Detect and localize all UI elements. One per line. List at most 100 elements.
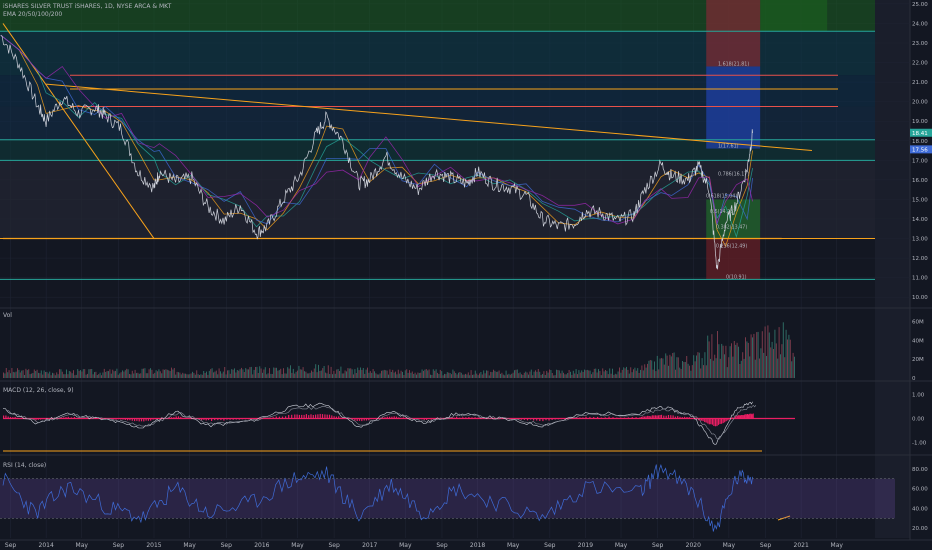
macd-histogram-bar (670, 415, 672, 419)
volume-bar (154, 372, 156, 378)
volume-bar (662, 358, 664, 378)
volume-bar (31, 373, 32, 378)
volume-bar (551, 373, 553, 378)
volume-bar (180, 374, 182, 378)
macd-histogram-bar (73, 417, 76, 419)
volume-bar (549, 369, 550, 378)
volume-bar (213, 372, 214, 378)
volume-bar (367, 367, 368, 378)
volume-bar (620, 372, 622, 378)
volume-bar (14, 372, 16, 378)
macd-histogram-bar (333, 416, 335, 419)
volume-bar (179, 372, 181, 378)
volume-bar (386, 370, 388, 378)
volume-bar (424, 369, 426, 378)
y-tick-label: 19.00 (912, 119, 928, 125)
volume-bar (766, 356, 767, 378)
volume-bar (281, 374, 283, 378)
volume-tick-label: 40M (912, 338, 924, 344)
volume-bar (708, 341, 710, 378)
volume-bar (260, 368, 262, 378)
macd-histogram-bar (361, 418, 363, 422)
macd-histogram-bar (536, 418, 538, 421)
volume-bar (280, 368, 282, 378)
volume-bar (221, 373, 223, 378)
macd-tick-label: -1.00 (912, 440, 927, 446)
volume-bar (75, 374, 77, 378)
volume-bar (535, 370, 536, 378)
macd-histogram-bar (177, 416, 180, 419)
volume-bar (85, 374, 87, 378)
volume-bar (648, 360, 650, 378)
volume-bar (172, 369, 174, 378)
macd-histogram-bar (203, 418, 205, 420)
volume-bar (719, 358, 721, 378)
macd-series (2, 401, 795, 445)
volume-bar (602, 368, 604, 378)
volume-bar (355, 373, 357, 378)
macd-histogram-bar (220, 418, 222, 421)
x-tick-label: 2016 (254, 542, 269, 549)
volume-bar (600, 375, 602, 378)
macd-histogram-bar (597, 416, 599, 419)
macd-histogram-bar (681, 417, 683, 419)
volume-bar (288, 368, 290, 378)
volume-bar (29, 374, 31, 378)
volume-bar (654, 361, 655, 378)
volume-bar (399, 373, 401, 378)
volume-bar (47, 373, 49, 378)
volume-bar (227, 370, 228, 378)
volume-bar (465, 373, 466, 378)
macd-histogram-bar (150, 418, 152, 421)
volume-bar (437, 372, 438, 378)
volume-bar (297, 370, 298, 378)
macd-histogram-bar (548, 418, 550, 421)
volume-bar (637, 368, 639, 378)
volume-bar (655, 371, 657, 378)
volume-bar (106, 371, 108, 378)
y-tick-label: 21.00 (912, 80, 928, 86)
fib-label: 0.382(13.47) (716, 224, 747, 230)
macd-histogram-bar (124, 418, 126, 420)
volume-bar (451, 374, 452, 378)
macd-histogram-bar (589, 416, 591, 419)
volume-bar (250, 366, 252, 378)
volume-bar (46, 371, 48, 378)
macd-histogram-bar (734, 416, 737, 419)
volume-bar (497, 371, 499, 378)
volume-bar (607, 374, 609, 378)
volume-bar (619, 367, 620, 378)
volume-bar (526, 372, 528, 378)
volume-bar (771, 341, 773, 378)
macd-histogram-bar (526, 418, 529, 421)
volume-bar (418, 373, 420, 378)
volume-bar (136, 373, 137, 378)
volume-bar (724, 354, 725, 378)
volume-bars (3, 322, 795, 378)
macd-histogram-bar (365, 418, 368, 421)
volume-bar (584, 369, 585, 378)
volume-bar (407, 372, 409, 378)
macd-histogram-bar (145, 418, 147, 421)
volume-bar (25, 368, 27, 378)
volume-bar (346, 371, 347, 378)
volume-bar (130, 374, 132, 378)
volume-bar (431, 375, 433, 378)
volume-bar (117, 374, 119, 378)
macd-histogram-bar (663, 415, 665, 419)
ema-legend: EMA 20/50/100/200 (3, 11, 63, 18)
macd-histogram-bar (651, 415, 653, 419)
volume-bar (579, 372, 581, 378)
price-tag-box (910, 128, 932, 137)
volume-bar (36, 369, 38, 378)
fib-label: 1(17.61) (718, 143, 739, 149)
volume-bar (22, 370, 24, 378)
volume-bar (374, 371, 375, 378)
volume-bar (126, 368, 128, 378)
volume-bar (712, 360, 714, 378)
macd-histogram-bar (354, 418, 356, 421)
volume-bar (54, 375, 56, 378)
volume-bar (613, 374, 615, 378)
volume-bar (770, 347, 772, 378)
macd-histogram-bar (585, 416, 587, 419)
